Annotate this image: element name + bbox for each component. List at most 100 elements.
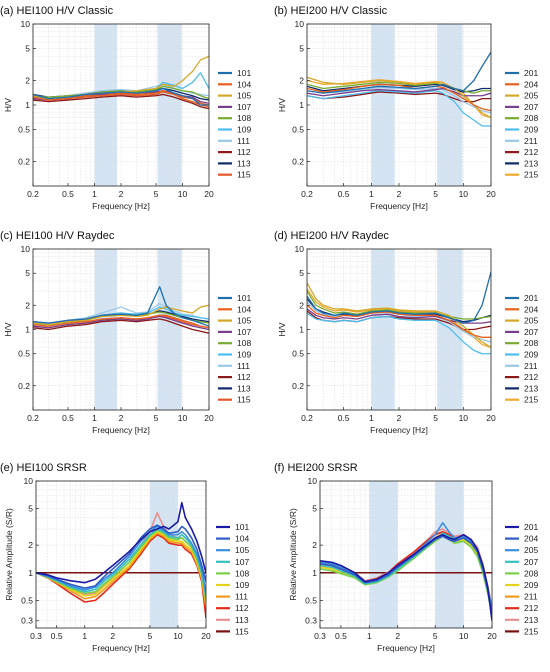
legend-label: 113 — [237, 158, 251, 168]
x-tick-label: 5 — [433, 413, 438, 423]
x-tick-label: 0.5 — [51, 631, 63, 641]
legend-item: 112 — [218, 147, 251, 157]
x-tick-label: 0.2 — [27, 189, 39, 199]
y-tick-label: 1 — [312, 568, 317, 578]
legend-item: 111 — [218, 361, 250, 371]
legend-label: 107 — [237, 102, 251, 112]
legend-label: 115 — [237, 395, 251, 405]
legend-item: 201 — [505, 522, 538, 532]
series-line-211 — [307, 86, 491, 114]
x-tick-label: 10 — [178, 413, 188, 423]
legend-item: 204 — [505, 79, 538, 89]
legend-label: 105 — [235, 545, 249, 555]
legend-item: 101 — [216, 522, 249, 532]
y-tick-label: 2 — [299, 300, 304, 310]
x-tick-label: 2 — [110, 631, 115, 641]
x-tick-label: 0.5 — [338, 189, 350, 199]
y-tick-label: 0.3 — [305, 616, 317, 626]
x-axis-label: Frequency [Hz] — [92, 201, 150, 211]
x-axis-label: Frequency [Hz] — [377, 643, 435, 653]
legend-label: 211 — [524, 136, 538, 146]
legend-item: 211 — [505, 361, 538, 371]
y-tick-label: 10 — [21, 19, 31, 29]
y-tick-label: 0.2 — [18, 381, 30, 391]
x-tick-label: 5 — [433, 189, 438, 199]
legend-label: 101 — [237, 68, 251, 78]
x-tick-label: 10 — [459, 631, 469, 641]
x-tick-label: 20 — [487, 631, 497, 641]
legend-label: 215 — [524, 626, 538, 636]
legend-label: 213 — [524, 615, 538, 625]
legend-item: 212 — [505, 603, 538, 613]
series-line-101 — [33, 87, 209, 106]
series-line-204 — [307, 304, 491, 338]
series-line-208 — [307, 290, 491, 320]
plot-area — [320, 481, 492, 628]
x-tick-label: 0.2 — [27, 413, 39, 423]
y-tick-label: 1 — [25, 100, 30, 110]
legend-item: 109 — [218, 125, 251, 135]
y-axis-label: H/V — [277, 322, 287, 337]
legend-item: 215 — [505, 395, 538, 405]
legend-label: 104 — [235, 534, 249, 544]
legend-item: 113 — [218, 383, 251, 393]
legend-label: 107 — [237, 327, 251, 337]
legend-item: 115 — [216, 626, 249, 636]
legend-item: 111 — [218, 136, 250, 146]
legend-label: 108 — [235, 568, 249, 578]
chart-panel-c: 0.2 0.5 1 2 5 10 20 0.2 0.5 1 2 5 10 (c) HEI100 H/V R… — [0, 230, 251, 435]
series-group — [36, 501, 206, 619]
y-tick-label: 1 — [28, 568, 33, 578]
legend-label: 113 — [235, 615, 249, 625]
axes-frame — [319, 480, 493, 629]
legend-item: 108 — [218, 113, 251, 123]
legend-item: 108 — [216, 568, 249, 578]
legend-item: 212 — [505, 372, 538, 382]
series-line-215 — [307, 288, 491, 348]
x-tick-label: 20 — [486, 189, 496, 199]
x-tick-label: 0.2 — [301, 189, 313, 199]
y-tick-label: 5 — [312, 504, 317, 514]
y-tick-label: 10 — [21, 244, 31, 254]
legend-label: 213 — [524, 158, 538, 168]
series-line-112 — [36, 533, 206, 619]
series-line-201 — [320, 533, 492, 621]
series-line-104 — [36, 524, 206, 589]
legend-label: 204 — [524, 534, 538, 544]
x-axis-label: Frequency [Hz] — [370, 425, 428, 435]
chart-title: (e) HEI100 SRSR — [0, 462, 87, 474]
series-line-108 — [33, 85, 209, 100]
series-line-101 — [36, 501, 206, 584]
y-axis-label: H/V — [3, 98, 13, 113]
x-tick-label: 20 — [201, 631, 211, 641]
legend-item: 109 — [218, 350, 251, 360]
series-line-111 — [36, 532, 206, 608]
x-axis-label: Frequency [Hz] — [92, 425, 150, 435]
legend-item: 112 — [218, 372, 251, 382]
y-tick-label: 5 — [25, 268, 30, 278]
y-tick-label: 0.5 — [21, 595, 33, 605]
legend-label: 211 — [524, 592, 538, 602]
legend-label: 215 — [524, 170, 538, 180]
x-tick-label: 0.2 — [301, 413, 313, 423]
legend-item: 101 — [218, 293, 251, 303]
x-tick-label: 2 — [397, 413, 402, 423]
legend-item: 101 — [218, 68, 251, 78]
legend-label: 104 — [237, 79, 251, 89]
series-group — [307, 51, 491, 127]
legend-label: 211 — [524, 361, 538, 371]
x-tick-label: 5 — [433, 631, 438, 641]
chart-title: (a) HEI100 H/V Classic — [0, 5, 114, 17]
legend-label: 205 — [524, 316, 538, 326]
legend-label: 108 — [237, 338, 251, 348]
y-axis-label: Relative Amplitude (S/R) — [288, 508, 298, 601]
legend-item: 208 — [505, 338, 538, 348]
series-line-209 — [307, 90, 491, 127]
legend-label: 212 — [524, 603, 538, 613]
y-tick-label: 0.2 — [292, 157, 304, 167]
x-tick-label: 1 — [369, 413, 374, 423]
series-line-207 — [307, 308, 491, 324]
